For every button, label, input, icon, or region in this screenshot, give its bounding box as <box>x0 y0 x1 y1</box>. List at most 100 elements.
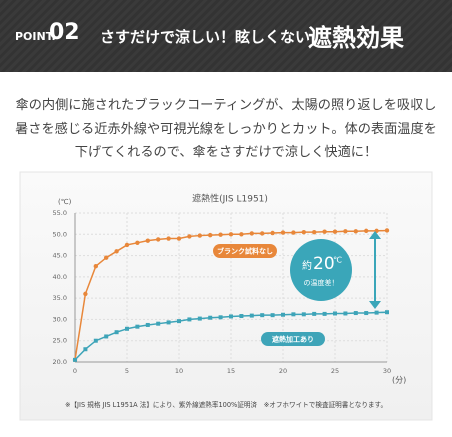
x-tick-label: 10 <box>175 367 183 375</box>
marker <box>301 229 306 235</box>
marker <box>156 237 161 242</box>
marker <box>93 338 98 343</box>
marker <box>114 249 119 254</box>
marker <box>229 314 233 319</box>
marker <box>208 232 213 238</box>
y-tick-label: 35.0 <box>53 294 67 302</box>
x-tick-label: 30 <box>383 367 391 375</box>
marker <box>73 357 77 362</box>
marker <box>270 230 275 236</box>
marker <box>291 230 296 235</box>
marker <box>166 236 171 241</box>
chart-title: 遮熱性(JIS L1951) <box>192 193 268 205</box>
marker <box>228 232 234 237</box>
y-tick-label: 20.0 <box>53 358 67 366</box>
marker <box>364 311 369 316</box>
marker <box>177 319 181 324</box>
marker <box>104 334 109 339</box>
header-title: さすだけで涼しい！眩しくない！ <box>100 28 326 46</box>
y-tick-label: 45.0 <box>53 252 67 260</box>
y-unit: (℃) <box>58 198 72 206</box>
marker <box>384 228 390 233</box>
body-line: 傘の内側に施されたブラックコーティングが、太陽の照り返しを吸収し <box>15 98 437 113</box>
annotation-circle <box>290 239 352 301</box>
marker <box>280 230 286 235</box>
x-tick-label: 20 <box>279 367 287 375</box>
marker <box>332 229 338 234</box>
annotation-text: の温度差！ <box>304 278 339 287</box>
y-tick-label: 40.0 <box>53 273 67 281</box>
marker <box>343 311 348 316</box>
marker <box>239 314 244 319</box>
header-highlight: 遮熱効果 <box>308 24 404 52</box>
point-number: 02 <box>49 20 80 45</box>
chart-panel <box>19 171 433 421</box>
marker <box>260 231 265 236</box>
marker <box>312 229 317 235</box>
arrow-head <box>369 301 381 309</box>
header: POINT. 02 さすだけで涼しい！眩しくない！ 遮熱効果 <box>0 0 452 72</box>
legend-label: 遮熱加工あり <box>272 335 314 344</box>
marker <box>197 316 202 321</box>
marker <box>135 240 140 245</box>
marker <box>104 255 109 260</box>
marker <box>343 229 348 234</box>
y-tick-label: 50.0 <box>53 230 67 238</box>
marker <box>374 310 379 315</box>
marker <box>260 313 265 318</box>
marker <box>187 317 192 322</box>
body-line: 下げてくれるので、傘をさすだけで涼しく快適に！ <box>74 145 378 160</box>
marker <box>353 229 358 234</box>
x-tick-label: 15 <box>227 367 235 375</box>
arrow-head <box>369 231 381 239</box>
marker <box>270 313 275 318</box>
annotation-text: ℃ <box>333 256 342 265</box>
legend-pill <box>261 332 325 346</box>
marker <box>322 229 327 234</box>
marker <box>291 312 296 317</box>
marker <box>124 242 130 248</box>
y-tick-label: 30.0 <box>53 315 67 323</box>
footnote: ※【JIS 規格 JIS L1951A 法】により、紫外線遮熱率100%証明済 … <box>65 400 387 409</box>
marker <box>239 232 244 237</box>
marker <box>218 315 223 320</box>
marker <box>156 321 161 326</box>
marker <box>145 238 150 243</box>
legend-pill <box>213 244 277 258</box>
marker <box>322 311 327 316</box>
y-tick-label: 25.0 <box>53 337 67 345</box>
marker <box>176 236 182 241</box>
annotation-text: 20 <box>313 254 335 274</box>
point-label: POINT. <box>15 30 56 43</box>
legend-label: ブランク試料なし <box>217 247 273 256</box>
marker <box>249 313 254 318</box>
marker <box>187 234 192 239</box>
marker <box>166 320 171 325</box>
marker <box>135 324 140 329</box>
annotation-text: 約 <box>302 259 312 272</box>
marker <box>125 326 129 331</box>
x-tick-label: 25 <box>331 367 339 375</box>
marker <box>93 264 99 269</box>
marker <box>333 311 337 316</box>
y-tick-label: 55.0 <box>53 209 67 217</box>
marker <box>208 315 213 320</box>
marker <box>197 233 202 238</box>
marker <box>114 330 119 335</box>
marker <box>301 312 306 317</box>
marker <box>312 311 317 316</box>
marker <box>249 231 254 236</box>
marker <box>364 228 369 234</box>
marker <box>281 312 285 317</box>
x-tick-label: 5 <box>125 367 129 375</box>
marker <box>353 311 358 316</box>
body-line: 暑さを感じる近赤外線や可視光線をしっかりとカット。体の表面温度を <box>15 122 437 137</box>
marker <box>218 232 223 237</box>
x-tick-label: 0 <box>73 367 77 375</box>
marker <box>385 310 389 315</box>
x-unit: (分) <box>392 376 406 385</box>
marker <box>145 322 150 327</box>
marker <box>83 291 88 297</box>
